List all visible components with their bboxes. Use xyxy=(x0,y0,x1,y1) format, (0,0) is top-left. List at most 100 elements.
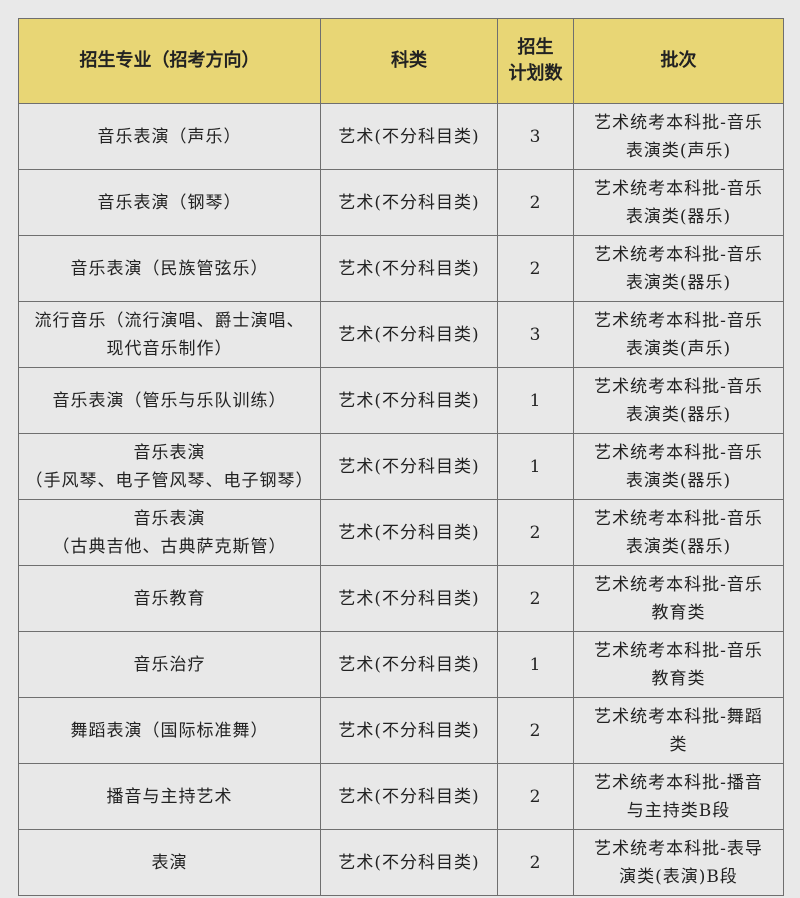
cell-plan-line: 1 xyxy=(529,654,542,675)
cell-plan-line: 1 xyxy=(529,456,542,477)
cell-major: 音乐表演（声乐） xyxy=(18,103,321,170)
cell-category: 艺术(不分科目类) xyxy=(320,367,498,434)
cell-major-line: 音乐表演 xyxy=(133,442,206,463)
header-row: 招生专业（招考方向） 科类 招生计划数 批次 xyxy=(18,18,784,104)
cell-plan-line: 3 xyxy=(529,126,542,147)
cell-category: 艺术(不分科目类) xyxy=(320,697,498,764)
cell-major-line: 音乐治疗 xyxy=(133,654,206,675)
header-plan: 招生计划数 xyxy=(497,18,574,104)
cell-category-line: 艺术(不分科目类) xyxy=(338,786,480,807)
cell-batch: 艺术统考本科批-音乐 教育类 xyxy=(573,631,784,698)
cell-batch-line: 表演类(声乐) xyxy=(625,338,732,359)
cell-batch-line: 艺术统考本科批-舞蹈 xyxy=(594,706,763,727)
table-row: 音乐表演（管乐与乐队训练） 艺术(不分科目类) 1 艺术统考本科批-音乐 表演类(器乐) xyxy=(18,367,784,434)
cell-major-line: （古典吉他、古典萨克斯管） xyxy=(52,536,287,557)
cell-batch-line: 类 xyxy=(669,734,688,755)
cell-batch-line: 艺术统考本科批-音乐 xyxy=(594,178,763,199)
cell-major: 流行音乐（流行演唱、爵士演唱、 现代音乐制作） xyxy=(18,301,321,368)
cell-major-line: 音乐表演（声乐） xyxy=(97,126,242,147)
cell-category: 艺术(不分科目类) xyxy=(320,829,498,896)
cell-plan-line: 2 xyxy=(529,192,542,213)
cell-plan: 3 xyxy=(497,103,574,170)
cell-batch-line: 演类(表演)B段 xyxy=(619,866,738,887)
cell-category-line: 艺术(不分科目类) xyxy=(338,456,480,477)
cell-plan-line: 2 xyxy=(529,786,542,807)
cell-category: 艺术(不分科目类) xyxy=(320,169,498,236)
cell-plan-line: 1 xyxy=(529,390,542,411)
table-row: 音乐表演 （古典吉他、古典萨克斯管） 艺术(不分科目类) 2 艺术统考本科批-音乐 表演类… xyxy=(18,499,784,566)
cell-batch-line: 艺术统考本科批-音乐 xyxy=(594,112,763,133)
table-row: 音乐治疗 艺术(不分科目类) 1 艺术统考本科批-音乐 教育类 xyxy=(18,631,784,698)
cell-batch: 艺术统考本科批-音乐 表演类(声乐) xyxy=(573,301,784,368)
cell-category-line: 艺术(不分科目类) xyxy=(338,522,480,543)
cell-category-line: 艺术(不分科目类) xyxy=(338,324,480,345)
cell-batch: 艺术统考本科批-音乐 表演类(器乐) xyxy=(573,235,784,302)
cell-batch-line: 艺术统考本科批-音乐 xyxy=(594,244,763,265)
cell-batch-line: 表演类(声乐) xyxy=(625,140,732,161)
table-row: 音乐表演（钢琴） 艺术(不分科目类) 2 艺术统考本科批-音乐 表演类(器乐) xyxy=(18,169,784,236)
cell-batch-line: 艺术统考本科批-音乐 xyxy=(594,442,763,463)
cell-plan: 1 xyxy=(497,367,574,434)
cell-category-line: 艺术(不分科目类) xyxy=(338,654,480,675)
cell-category: 艺术(不分科目类) xyxy=(320,301,498,368)
cell-major-line: 现代音乐制作） xyxy=(106,338,233,359)
cell-batch: 艺术统考本科批-音乐 表演类(声乐) xyxy=(573,103,784,170)
cell-major: 音乐表演（民族管弦乐） xyxy=(18,235,321,302)
cell-major: 舞蹈表演（国际标准舞） xyxy=(18,697,321,764)
cell-major: 音乐治疗 xyxy=(18,631,321,698)
table-row: 音乐表演 （手风琴、电子管风琴、电子钢琴） 艺术(不分科目类) 1 艺术统考本科批-音乐… xyxy=(18,433,784,500)
cell-major-line: （手风琴、电子管风琴、电子钢琴） xyxy=(25,470,314,491)
cell-batch-line: 艺术统考本科批-表导 xyxy=(594,838,763,859)
cell-batch: 艺术统考本科批-舞蹈类 xyxy=(573,697,784,764)
cell-category-line: 艺术(不分科目类) xyxy=(338,126,480,147)
cell-batch-line: 艺术统考本科批-音乐 xyxy=(594,640,763,661)
cell-batch-line: 表演类(器乐) xyxy=(625,536,732,557)
cell-batch-line: 艺术统考本科批-音乐 xyxy=(594,376,763,397)
cell-plan: 2 xyxy=(497,235,574,302)
cell-batch-line: 表演类(器乐) xyxy=(625,272,732,293)
cell-category: 艺术(不分科目类) xyxy=(320,433,498,500)
cell-batch-line: 教育类 xyxy=(651,668,706,689)
cell-plan: 2 xyxy=(497,697,574,764)
header-major: 招生专业（招考方向） xyxy=(18,18,321,104)
cell-major: 音乐表演 （手风琴、电子管风琴、电子钢琴） xyxy=(18,433,321,500)
table-row: 表演 艺术(不分科目类) 2 艺术统考本科批-表导 演类(表演)B段 xyxy=(18,829,784,896)
cell-category: 艺术(不分科目类) xyxy=(320,499,498,566)
cell-major: 表演 xyxy=(18,829,321,896)
header-plan-label: 招生计划数 xyxy=(508,37,563,84)
table-row: 音乐表演（声乐） 艺术(不分科目类) 3 艺术统考本科批-音乐 表演类(声乐) xyxy=(18,103,784,170)
cell-major-line: 音乐表演（钢琴） xyxy=(97,192,242,213)
table-row: 流行音乐（流行演唱、爵士演唱、 现代音乐制作） 艺术(不分科目类) 3 艺术统考本科批-… xyxy=(18,301,784,368)
cell-batch: 艺术统考本科批-表导 演类(表演)B段 xyxy=(573,829,784,896)
table-row: 播音与主持艺术 艺术(不分科目类) 2 艺术统考本科批-播音 与主持类B段 xyxy=(18,763,784,830)
cell-category-line: 艺术(不分科目类) xyxy=(338,390,480,411)
cell-major-line: 舞蹈表演（国际标准舞） xyxy=(70,720,269,741)
cell-major: 播音与主持艺术 xyxy=(18,763,321,830)
cell-major-line: 音乐教育 xyxy=(133,588,206,609)
cell-major-line: 音乐表演 xyxy=(133,508,206,529)
cell-major-line: 表演 xyxy=(151,852,188,873)
cell-major-line: 音乐表演（民族管弦乐） xyxy=(70,258,269,279)
cell-category-line: 艺术(不分科目类) xyxy=(338,588,480,609)
cell-batch: 艺术统考本科批-播音 与主持类B段 xyxy=(573,763,784,830)
cell-plan: 2 xyxy=(497,169,574,236)
cell-category: 艺术(不分科目类) xyxy=(320,565,498,632)
cell-plan: 2 xyxy=(497,829,574,896)
cell-plan-line: 2 xyxy=(529,258,542,279)
cell-batch-line: 艺术统考本科批-播音 xyxy=(594,772,763,793)
cell-plan-line: 2 xyxy=(529,720,542,741)
cell-major: 音乐教育 xyxy=(18,565,321,632)
cell-plan: 2 xyxy=(497,763,574,830)
table-row: 舞蹈表演（国际标准舞） 艺术(不分科目类) 2 艺术统考本科批-舞蹈类 xyxy=(18,697,784,764)
cell-category: 艺术(不分科目类) xyxy=(320,103,498,170)
cell-batch-line: 表演类(器乐) xyxy=(625,404,732,425)
cell-batch: 艺术统考本科批-音乐 教育类 xyxy=(573,565,784,632)
cell-major: 音乐表演（管乐与乐队训练） xyxy=(18,367,321,434)
enrollment-plan-table: 招生专业（招考方向） 科类 招生计划数 批次 音乐表演（声乐） 艺术(不分科目类)… xyxy=(18,18,784,896)
cell-batch-line: 教育类 xyxy=(651,602,706,623)
cell-plan: 1 xyxy=(497,433,574,500)
cell-batch-line: 艺术统考本科批-音乐 xyxy=(594,310,763,331)
cell-major: 音乐表演 （古典吉他、古典萨克斯管） xyxy=(18,499,321,566)
header-batch: 批次 xyxy=(573,18,784,104)
cell-category: 艺术(不分科目类) xyxy=(320,235,498,302)
